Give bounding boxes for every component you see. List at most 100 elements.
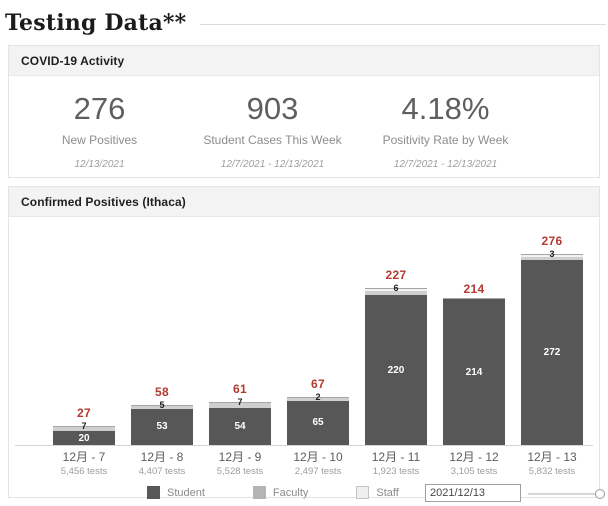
- bar-total-label: 58: [155, 384, 169, 399]
- tests-count-label: 3,105 tests: [450, 466, 498, 477]
- student-count-label: 20: [78, 432, 90, 444]
- date-range-slider[interactable]: [528, 489, 605, 499]
- stat-positivity-rate: 4.18% Positivity Rate by Week 12/7/2021 …: [359, 91, 532, 171]
- stacked-bar[interactable]: 53: [131, 404, 193, 445]
- x-axis-label: 12月 - 12: [449, 450, 499, 464]
- x-axis-label: 12月 - 11: [371, 450, 421, 464]
- tests-count-label: 5,528 tests: [216, 466, 264, 477]
- student-count-label: 220: [387, 364, 405, 376]
- student-segment[interactable]: 220: [365, 295, 427, 445]
- x-axis-tick: 12月 - 13 5,832 tests: [513, 450, 591, 477]
- legend-swatch: [252, 486, 266, 499]
- x-axis-label: 12月 - 10: [293, 450, 343, 464]
- stacked-bar[interactable]: 214: [443, 298, 505, 445]
- faculty-segment[interactable]: [53, 425, 115, 432]
- confirmed-positives-header: Confirmed Positives (Ithaca): [9, 187, 599, 217]
- student-segment[interactable]: 54: [209, 408, 271, 445]
- legend-label: Student: [167, 486, 205, 499]
- slider-knob[interactable]: [595, 489, 605, 499]
- x-axis-tick: 12月 - 8 4,407 tests: [123, 450, 201, 477]
- x-axis-label: 12月 - 7: [62, 450, 106, 464]
- bar-total-label: 67: [311, 377, 325, 392]
- stacked-bar[interactable]: 20: [53, 425, 115, 445]
- stacked-bar[interactable]: 272: [521, 253, 583, 445]
- stat-value: 276: [73, 91, 126, 126]
- covid-activity-header: COVID-19 Activity: [9, 46, 599, 76]
- chart-footer-row: Student Faculty Staff: [9, 484, 605, 506]
- stacked-bar[interactable]: 54: [209, 402, 271, 445]
- title-row: Testing Data**: [0, 0, 608, 42]
- bar-total-label: 276: [541, 233, 563, 248]
- stat-value: 903: [246, 91, 299, 126]
- student-segment[interactable]: 53: [131, 408, 193, 445]
- tests-count-label: 4,407 tests: [138, 466, 186, 477]
- bar-group: 61 7 54: [201, 382, 279, 445]
- faculty-segment[interactable]: [209, 402, 271, 409]
- faculty-count-label: 6: [393, 282, 399, 293]
- stat-label: Positivity Rate by Week: [382, 133, 509, 147]
- stat-new-positives: 276 New Positives 12/13/2021: [13, 91, 186, 171]
- legend-swatch: [147, 486, 160, 499]
- x-axis-label: 12月 - 9: [218, 450, 262, 464]
- stat-period: 12/13/2021: [74, 159, 125, 170]
- faculty-segment[interactable]: [287, 397, 349, 401]
- student-count-label: 54: [234, 421, 246, 433]
- stat-value: 4.18%: [401, 91, 490, 126]
- bar-total-label: 227: [385, 267, 407, 282]
- stacked-bar[interactable]: 220: [365, 287, 427, 445]
- legend-item-faculty[interactable]: Faculty: [252, 486, 309, 499]
- tests-count-label: 5,832 tests: [528, 466, 576, 477]
- date-filter-input[interactable]: [425, 484, 521, 502]
- student-count-label: 53: [156, 421, 168, 433]
- bar-total-label: 61: [233, 382, 247, 397]
- legend-item-student[interactable]: Student: [147, 486, 205, 499]
- x-axis-tick: 12月 - 12 3,105 tests: [435, 450, 513, 477]
- faculty-count-label: 7: [81, 420, 87, 431]
- confirmed-positives-panel: Confirmed Positives (Ithaca) 27 7 20 58 5 53 6…: [8, 186, 605, 502]
- staff-segment[interactable]: [521, 253, 583, 258]
- bar-group: 276 3 272: [513, 234, 591, 445]
- bar-group: 214 214: [435, 282, 513, 445]
- stat-label: New Positives: [61, 133, 138, 147]
- faculty-segment[interactable]: [365, 291, 427, 296]
- staff-segment[interactable]: [365, 287, 427, 292]
- bar-group: 27 7 20: [45, 406, 123, 445]
- bar-group: 58 5 53: [123, 385, 201, 445]
- legend-label: Staff: [376, 486, 399, 499]
- x-axis-label: 12月 - 13: [527, 450, 577, 464]
- faculty-count-label: 3: [549, 248, 555, 259]
- activity-stats-row: 276 New Positives 12/13/2021 903 Student…: [9, 76, 599, 171]
- student-segment[interactable]: 65: [287, 400, 349, 445]
- chart-legend: Student Faculty Staff: [147, 486, 399, 499]
- x-axis-tick: 12月 - 7 5,456 tests: [45, 450, 123, 477]
- student-count-label: 214: [465, 366, 483, 378]
- faculty-count-label: 2: [315, 392, 321, 403]
- legend-label: Faculty: [272, 486, 309, 499]
- bar-total-label: 214: [463, 282, 485, 297]
- student-segment[interactable]: 272: [521, 259, 583, 445]
- stacked-bar[interactable]: 65: [287, 397, 349, 445]
- bar-group: 227 6 220: [357, 268, 435, 445]
- faculty-segment[interactable]: [521, 257, 583, 260]
- student-segment[interactable]: 214: [443, 298, 505, 445]
- faculty-count-label: 7: [237, 397, 243, 408]
- student-count-label: 272: [543, 346, 561, 358]
- bar-chart-x-axis: 12月 - 7 5,456 tests 12月 - 8 4,407 tests 12月 …: [15, 450, 593, 477]
- stat-period: 12/7/2021 - 12/13/2021: [220, 159, 325, 170]
- legend-item-staff[interactable]: Staff: [356, 486, 399, 499]
- tests-count-label: 5,456 tests: [60, 466, 108, 477]
- student-segment[interactable]: 20: [53, 431, 115, 445]
- x-axis-tick: 12月 - 11 1,923 tests: [357, 450, 435, 477]
- student-count-label: 65: [312, 417, 324, 429]
- page-title: Testing Data**: [5, 10, 187, 36]
- stat-label: Student Cases This Week: [203, 133, 342, 147]
- faculty-count-label: 5: [159, 399, 165, 410]
- stat-student-cases: 903 Student Cases This Week 12/7/2021 - …: [186, 91, 359, 171]
- x-axis-tick: 12月 - 10 2,497 tests: [279, 450, 357, 477]
- x-axis-label: 12月 - 8: [140, 450, 184, 464]
- bar-chart-plot-area: 27 7 20 58 5 53 61 7 54 67 2 65 227 6 220 214 214 276 3 272: [15, 234, 593, 446]
- faculty-segment[interactable]: [131, 404, 193, 409]
- legend-swatch: [356, 486, 370, 499]
- bar-group: 67 2 65: [279, 377, 357, 445]
- covid-activity-panel: COVID-19 Activity 276 New Positives 12/1…: [8, 45, 600, 178]
